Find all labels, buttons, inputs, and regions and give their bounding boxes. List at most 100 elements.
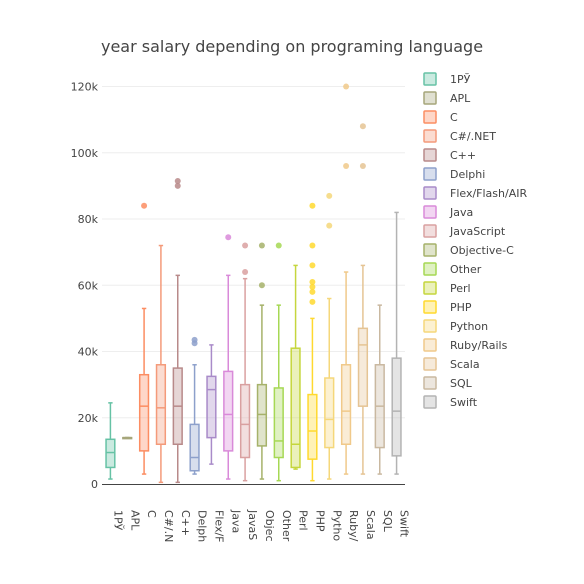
box-5[interactable]: [172, 177, 183, 484]
legend-item[interactable]: Java: [423, 205, 473, 219]
x-tick-label: JavaS: [246, 509, 259, 540]
box-8[interactable]: [223, 234, 234, 480]
iqr-box: [256, 383, 268, 447]
box-13[interactable]: [307, 202, 318, 482]
x-tick-label: Swift: [398, 510, 411, 538]
y-tick-label: 120k: [71, 81, 99, 94]
legend-swatch: [423, 357, 437, 371]
legend-swatch: [423, 243, 437, 257]
iqr-box: [290, 347, 301, 469]
outlier-point: [191, 336, 198, 343]
legend-swatch: [423, 205, 437, 219]
legend-item[interactable]: SQL: [423, 376, 473, 390]
y-axis: 0 20k 40k 60k 80k 100k 120k: [71, 81, 99, 491]
legend-label: Python: [450, 320, 488, 333]
legend-item[interactable]: C++: [423, 148, 476, 162]
outlier-point: [309, 288, 316, 295]
legend[interactable]: 1PЎ APL C C#/.NET C++ Delphi Flex/Flash/AIR Jav…: [423, 72, 527, 409]
x-tick-label: C: [145, 510, 158, 518]
outlier-point: [242, 269, 249, 276]
box-2[interactable]: [122, 436, 133, 440]
plot-area: [105, 83, 402, 484]
legend-item[interactable]: C: [423, 110, 458, 124]
box-11[interactable]: [273, 242, 284, 482]
legend-swatch: [423, 110, 437, 124]
legend-label: C++: [450, 149, 476, 162]
outlier-point: [309, 298, 316, 305]
legend-label: PHP: [450, 301, 472, 314]
x-tick-label: Java: [229, 509, 242, 533]
legend-label: APL: [450, 92, 471, 105]
legend-label: Java: [449, 206, 473, 219]
x-tick-label: Flex/F: [212, 510, 225, 543]
legend-swatch: [423, 148, 437, 162]
box-4[interactable]: [155, 244, 167, 484]
legend-item[interactable]: Python: [423, 319, 488, 333]
outlier-point: [309, 202, 316, 209]
outlier-point: [309, 278, 316, 285]
iqr-box: [340, 364, 352, 446]
iqr-box: [105, 438, 116, 469]
y-tick-label: 60k: [78, 279, 99, 292]
legend-swatch: [423, 167, 437, 181]
outlier-point: [242, 242, 249, 249]
box-7[interactable]: [206, 344, 217, 465]
outlier-point: [309, 262, 316, 269]
outlier-point: [343, 83, 350, 90]
legend-swatch: [423, 129, 437, 143]
legend-label: Delphi: [450, 168, 485, 181]
legend-swatch: [423, 395, 437, 409]
outlier-point: [174, 177, 181, 184]
legend-item[interactable]: APL: [423, 91, 471, 105]
x-tick-label: SQL: [381, 510, 394, 533]
legend-swatch: [423, 338, 437, 352]
box-16[interactable]: [357, 123, 369, 475]
legend-item[interactable]: Flex/Flash/AIR: [423, 186, 527, 200]
legend-item[interactable]: C#/.NET: [423, 129, 496, 143]
legend-swatch: [423, 281, 437, 295]
legend-item[interactable]: Swift: [423, 395, 478, 409]
box-12[interactable]: [290, 264, 301, 470]
x-tick-label: Pytho: [330, 510, 343, 541]
legend-label: Other: [450, 263, 482, 276]
legend-item[interactable]: 1PЎ: [423, 72, 471, 86]
outlier-point: [309, 283, 316, 290]
legend-item[interactable]: Delphi: [423, 167, 485, 181]
legend-label: JavaScript: [449, 225, 506, 238]
x-axis: 1PЎ APL C C#/.N C++ Delph Flex/F Java JavaS Objec…: [111, 509, 410, 543]
y-tick-label: 0: [91, 478, 98, 491]
legend-label: Flex/Flash/AIR: [450, 187, 527, 200]
legend-label: 1PЎ: [450, 73, 471, 86]
outlier-point: [225, 234, 232, 241]
legend-label: Objective-C: [450, 244, 514, 257]
box-15[interactable]: [340, 83, 352, 475]
legend-item[interactable]: Ruby/Rails: [423, 338, 508, 352]
legend-item[interactable]: PHP: [423, 300, 472, 314]
x-tick-label: C#/.N: [162, 510, 175, 542]
legend-item[interactable]: Objective-C: [423, 243, 514, 257]
box-6[interactable]: [189, 336, 200, 475]
legend-item[interactable]: JavaScript: [423, 224, 506, 238]
legend-label: C#/.NET: [450, 130, 496, 143]
legend-swatch: [423, 262, 437, 276]
box-10[interactable]: [256, 242, 268, 480]
legend-item[interactable]: Perl: [423, 281, 471, 295]
box-18[interactable]: [391, 211, 402, 475]
box-9[interactable]: [239, 242, 251, 482]
x-tick-label: 1PЎ: [111, 510, 124, 531]
legend-swatch: [423, 224, 437, 238]
box-1[interactable]: [105, 402, 116, 480]
chart-title: year salary depending on programing lang…: [101, 37, 483, 56]
box-14[interactable]: [324, 192, 335, 480]
box-3[interactable]: [138, 202, 150, 475]
legend-swatch: [423, 300, 437, 314]
x-tick-label: PHP: [313, 510, 326, 532]
outlier-point: [258, 282, 265, 289]
iqr-box: [223, 370, 234, 452]
legend-label: SQL: [450, 377, 473, 390]
legend-item[interactable]: Other: [423, 262, 482, 276]
legend-item[interactable]: Scala: [423, 357, 480, 371]
box-17[interactable]: [374, 304, 385, 475]
y-tick-label: 20k: [78, 412, 99, 425]
